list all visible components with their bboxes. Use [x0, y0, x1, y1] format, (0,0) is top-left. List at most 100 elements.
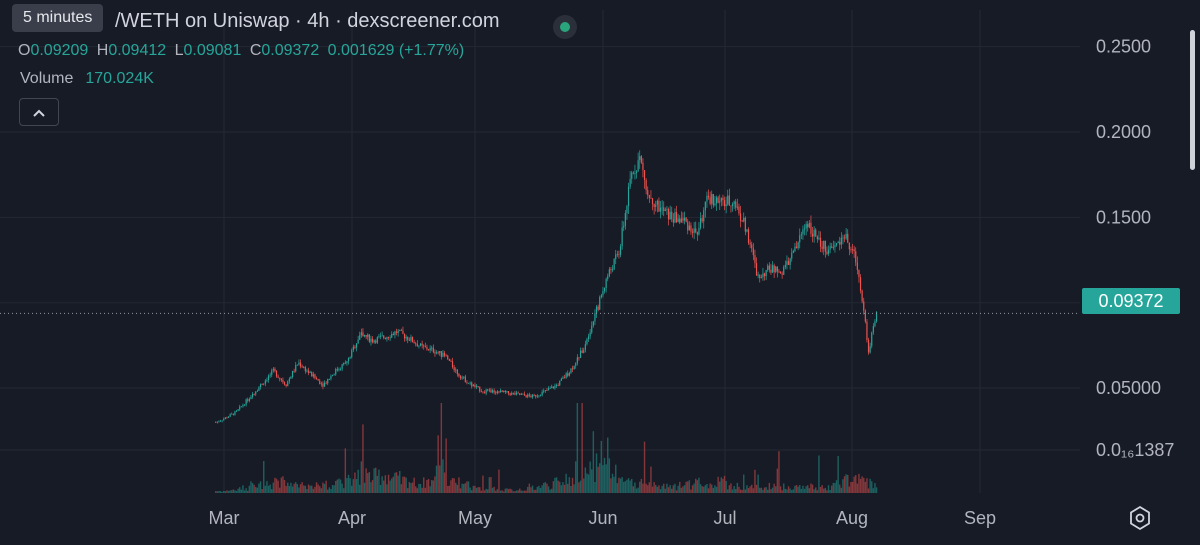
- open-value: 0.09209: [30, 42, 89, 59]
- volume-bar: [645, 483, 647, 493]
- volume-bar: [511, 489, 513, 493]
- candle-body: [567, 373, 569, 376]
- volume-bar: [795, 485, 798, 493]
- candle-body: [488, 389, 490, 391]
- candle-body: [639, 156, 641, 161]
- volume-bar: [437, 435, 439, 493]
- candle-body: [751, 244, 753, 249]
- candle-body: [709, 197, 711, 204]
- volume-bar: [271, 489, 273, 493]
- candle-body: [794, 246, 796, 251]
- volume-bar: [754, 469, 756, 493]
- volume-bar: [424, 487, 427, 493]
- volume-bar: [842, 479, 844, 493]
- candle-body: [253, 393, 255, 395]
- candle-body: [317, 379, 319, 381]
- candle-body: [584, 344, 586, 350]
- candle-body: [872, 326, 874, 333]
- candle-body: [762, 273, 764, 278]
- candle-body: [290, 377, 292, 379]
- volume-bar: [688, 480, 691, 493]
- volume-bar: [247, 490, 249, 493]
- volume-bar: [549, 489, 551, 493]
- volume-bar: [675, 490, 678, 493]
- candle-body: [467, 382, 470, 384]
- live-status-dot-icon[interactable]: [553, 15, 577, 39]
- candle-body: [543, 390, 545, 392]
- candle-body: [514, 392, 516, 395]
- candle-body: [279, 377, 281, 379]
- candle-body: [221, 420, 223, 422]
- candle-body: [744, 217, 746, 232]
- volume-key: Volume: [20, 70, 74, 87]
- price-scale-scrollbar[interactable]: [1190, 30, 1195, 170]
- volume-bar: [407, 488, 409, 493]
- volume-bar: [679, 481, 681, 493]
- volume-bar: [570, 486, 572, 493]
- candle-body: [656, 200, 658, 205]
- volume-bar: [443, 472, 446, 493]
- volume-bar: [584, 467, 587, 493]
- candle-body: [383, 335, 385, 338]
- volume-bar: [832, 482, 835, 493]
- candle-body: [779, 271, 782, 274]
- volume-bar: [341, 483, 343, 493]
- candle-body: [563, 377, 566, 379]
- candle-body: [696, 232, 698, 235]
- volume-bar: [738, 486, 740, 493]
- chart-settings-button[interactable]: [1124, 503, 1156, 533]
- volume-bar: [799, 485, 801, 493]
- volume-bar: [256, 487, 259, 493]
- candle-body: [589, 332, 591, 337]
- ohlc-legend: O0.09209 H0.09412 L0.09081 C0.09372 0.00…: [18, 42, 468, 60]
- candle-body: [677, 218, 679, 222]
- candle-body: [824, 240, 826, 252]
- candle-body: [330, 375, 332, 379]
- volume-bar: [707, 488, 710, 493]
- volume-bar: [365, 468, 367, 493]
- candle-body: [731, 203, 734, 206]
- candle-body: [314, 374, 316, 379]
- candle-body: [413, 342, 415, 344]
- candle-body: [736, 206, 738, 208]
- candle-body: [538, 395, 540, 397]
- volume-bar: [735, 489, 737, 493]
- volume-bar: [829, 489, 831, 493]
- volume-bar: [266, 481, 268, 493]
- candle-body: [650, 197, 652, 199]
- volume-bar: [475, 487, 478, 493]
- candle-body: [679, 218, 681, 223]
- collapse-legend-button[interactable]: [19, 98, 59, 126]
- volume-bar: [306, 489, 308, 493]
- volume-bar: [562, 482, 564, 493]
- volume-bar: [448, 485, 451, 493]
- volume-bar: [600, 440, 603, 493]
- volume-legend: Volume 170.024K: [20, 70, 154, 88]
- candle-body: [613, 259, 615, 270]
- volume-bar: [394, 472, 396, 493]
- volume-bar: [749, 486, 751, 493]
- candle-body: [546, 390, 548, 391]
- volume-bar: [685, 481, 687, 493]
- volume-bar: [311, 485, 313, 493]
- volume-bar: [632, 486, 635, 493]
- volume-bar: [643, 441, 646, 493]
- volume-bar: [621, 477, 623, 493]
- volume-bar: [487, 489, 489, 493]
- volume-bar: [226, 490, 228, 493]
- candle-body: [853, 249, 855, 252]
- volume-bar: [568, 477, 571, 493]
- volume-bar: [767, 489, 769, 493]
- volume-bar: [290, 482, 292, 493]
- volume-bar: [583, 478, 585, 493]
- volume-bar: [429, 486, 431, 493]
- volume-bar: [605, 464, 607, 493]
- volume-bar: [840, 487, 843, 493]
- candle-body: [647, 190, 649, 195]
- volume-bar: [459, 488, 462, 493]
- candle-body: [453, 367, 455, 371]
- candle-body: [565, 373, 567, 378]
- volume-bar: [232, 489, 235, 493]
- volume-bar: [719, 481, 721, 493]
